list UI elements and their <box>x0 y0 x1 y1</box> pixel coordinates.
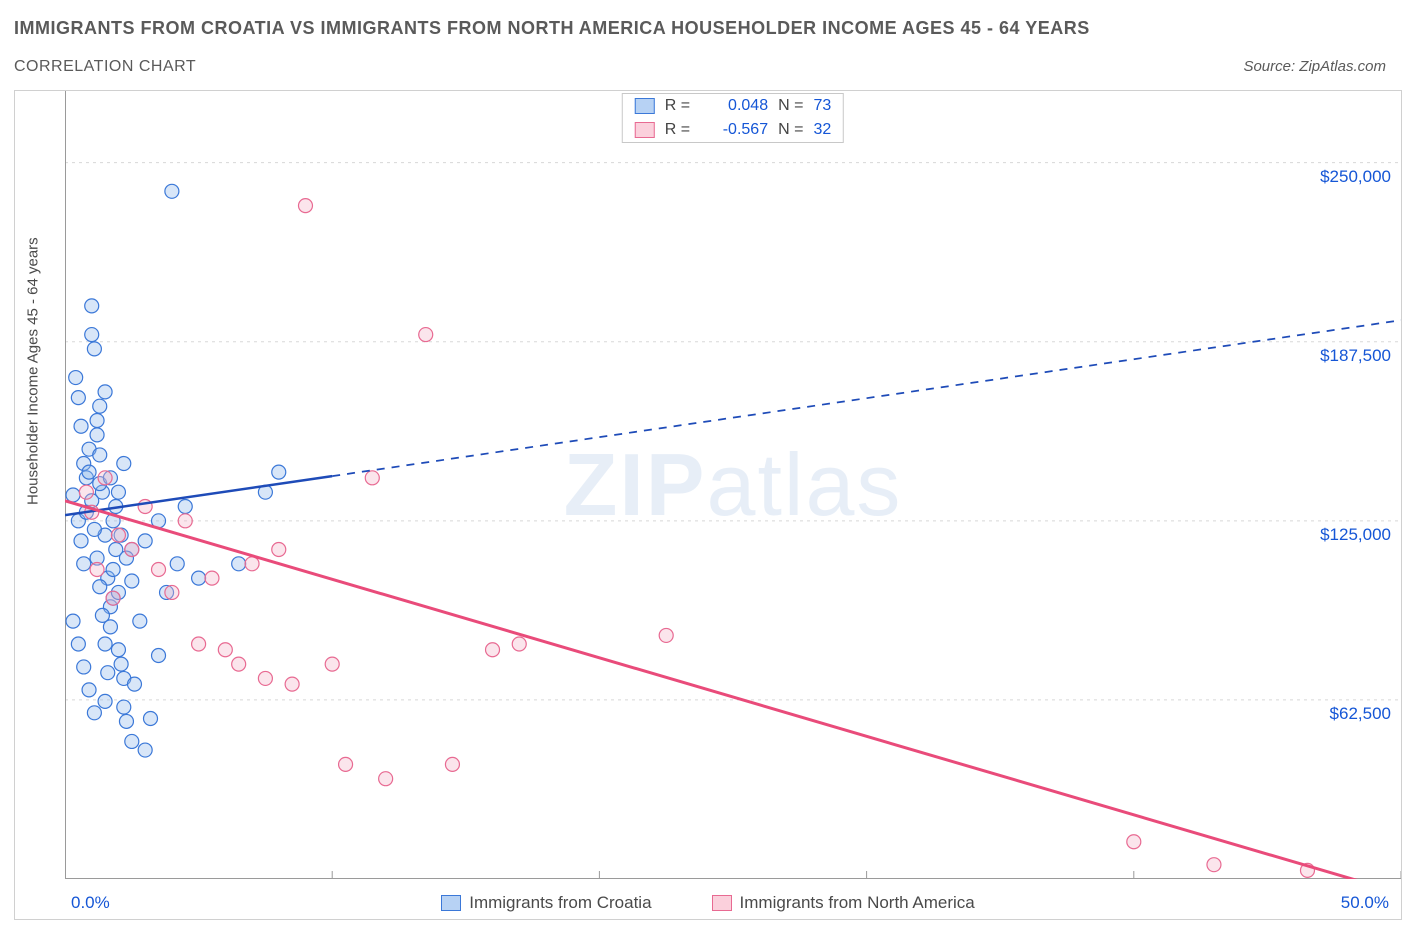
legend-series: Immigrants from Croatia Immigrants from … <box>15 893 1401 913</box>
y-axis-label: Householder Income Ages 45 - 64 years <box>25 237 42 505</box>
r-label: R = <box>665 97 690 115</box>
legend-item: Immigrants from Croatia <box>441 893 651 913</box>
chart-title: IMMIGRANTS FROM CROATIA VS IMMIGRANTS FR… <box>14 18 1090 39</box>
plot-area: ZIPatlas $62,500 $125,000 $187,500 $250,… <box>65 91 1401 879</box>
legend-stats-row: R = -0.567 N = 32 <box>623 118 843 142</box>
legend-label: Immigrants from Croatia <box>469 893 651 913</box>
r-value: 0.048 <box>700 97 768 115</box>
legend-swatch-blue <box>441 895 461 911</box>
y-tick-label: $125,000 <box>1320 525 1391 545</box>
n-value: 32 <box>813 121 831 139</box>
chart-frame: Householder Income Ages 45 - 64 years ZI… <box>14 90 1402 920</box>
legend-stats: R = 0.048 N = 73 R = -0.567 N = 32 <box>622 93 844 143</box>
y-tick-label: $62,500 <box>1330 704 1391 724</box>
r-value: -0.567 <box>700 121 768 139</box>
plot-svg <box>65 91 1401 879</box>
legend-label: Immigrants from North America <box>740 893 975 913</box>
y-tick-label: $250,000 <box>1320 167 1391 187</box>
n-label: N = <box>778 97 803 115</box>
legend-swatch-pink <box>712 895 732 911</box>
n-label: N = <box>778 121 803 139</box>
legend-swatch-pink <box>635 122 655 138</box>
r-label: R = <box>665 121 690 139</box>
legend-item: Immigrants from North America <box>712 893 975 913</box>
n-value: 73 <box>813 97 831 115</box>
source-attribution: Source: ZipAtlas.com <box>1243 58 1386 75</box>
legend-swatch-blue <box>635 98 655 114</box>
legend-stats-row: R = 0.048 N = 73 <box>623 94 843 118</box>
y-tick-label: $187,500 <box>1320 346 1391 366</box>
chart-subtitle: CORRELATION CHART <box>14 58 196 76</box>
